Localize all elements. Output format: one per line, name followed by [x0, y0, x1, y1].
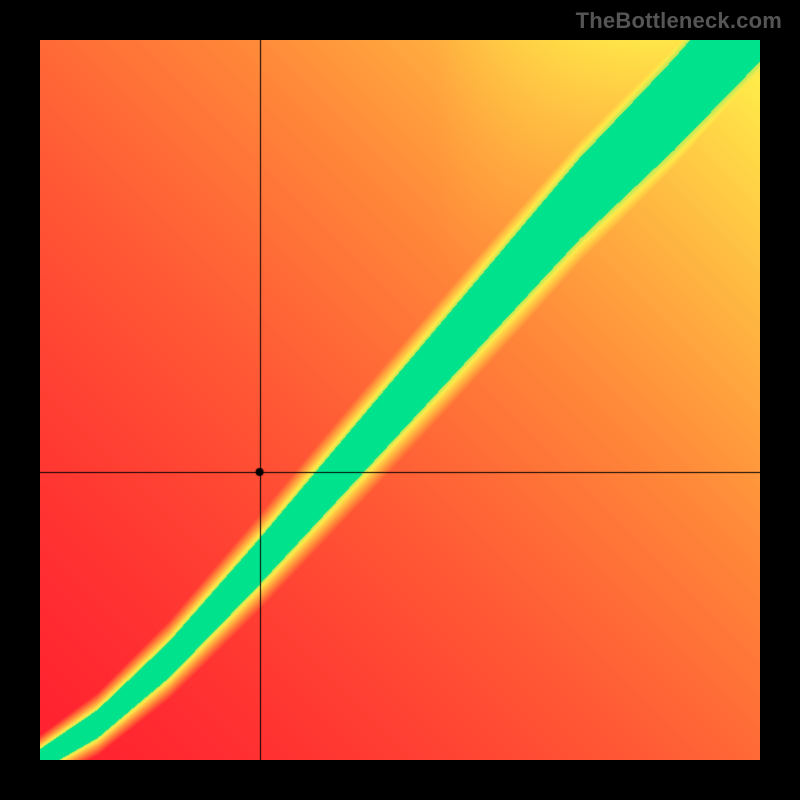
attribution-label: TheBottleneck.com — [576, 8, 782, 34]
chart-frame — [0, 0, 800, 800]
heatmap-canvas — [40, 40, 760, 760]
heatmap-plot — [40, 40, 760, 760]
chart-container: TheBottleneck.com — [0, 0, 800, 800]
